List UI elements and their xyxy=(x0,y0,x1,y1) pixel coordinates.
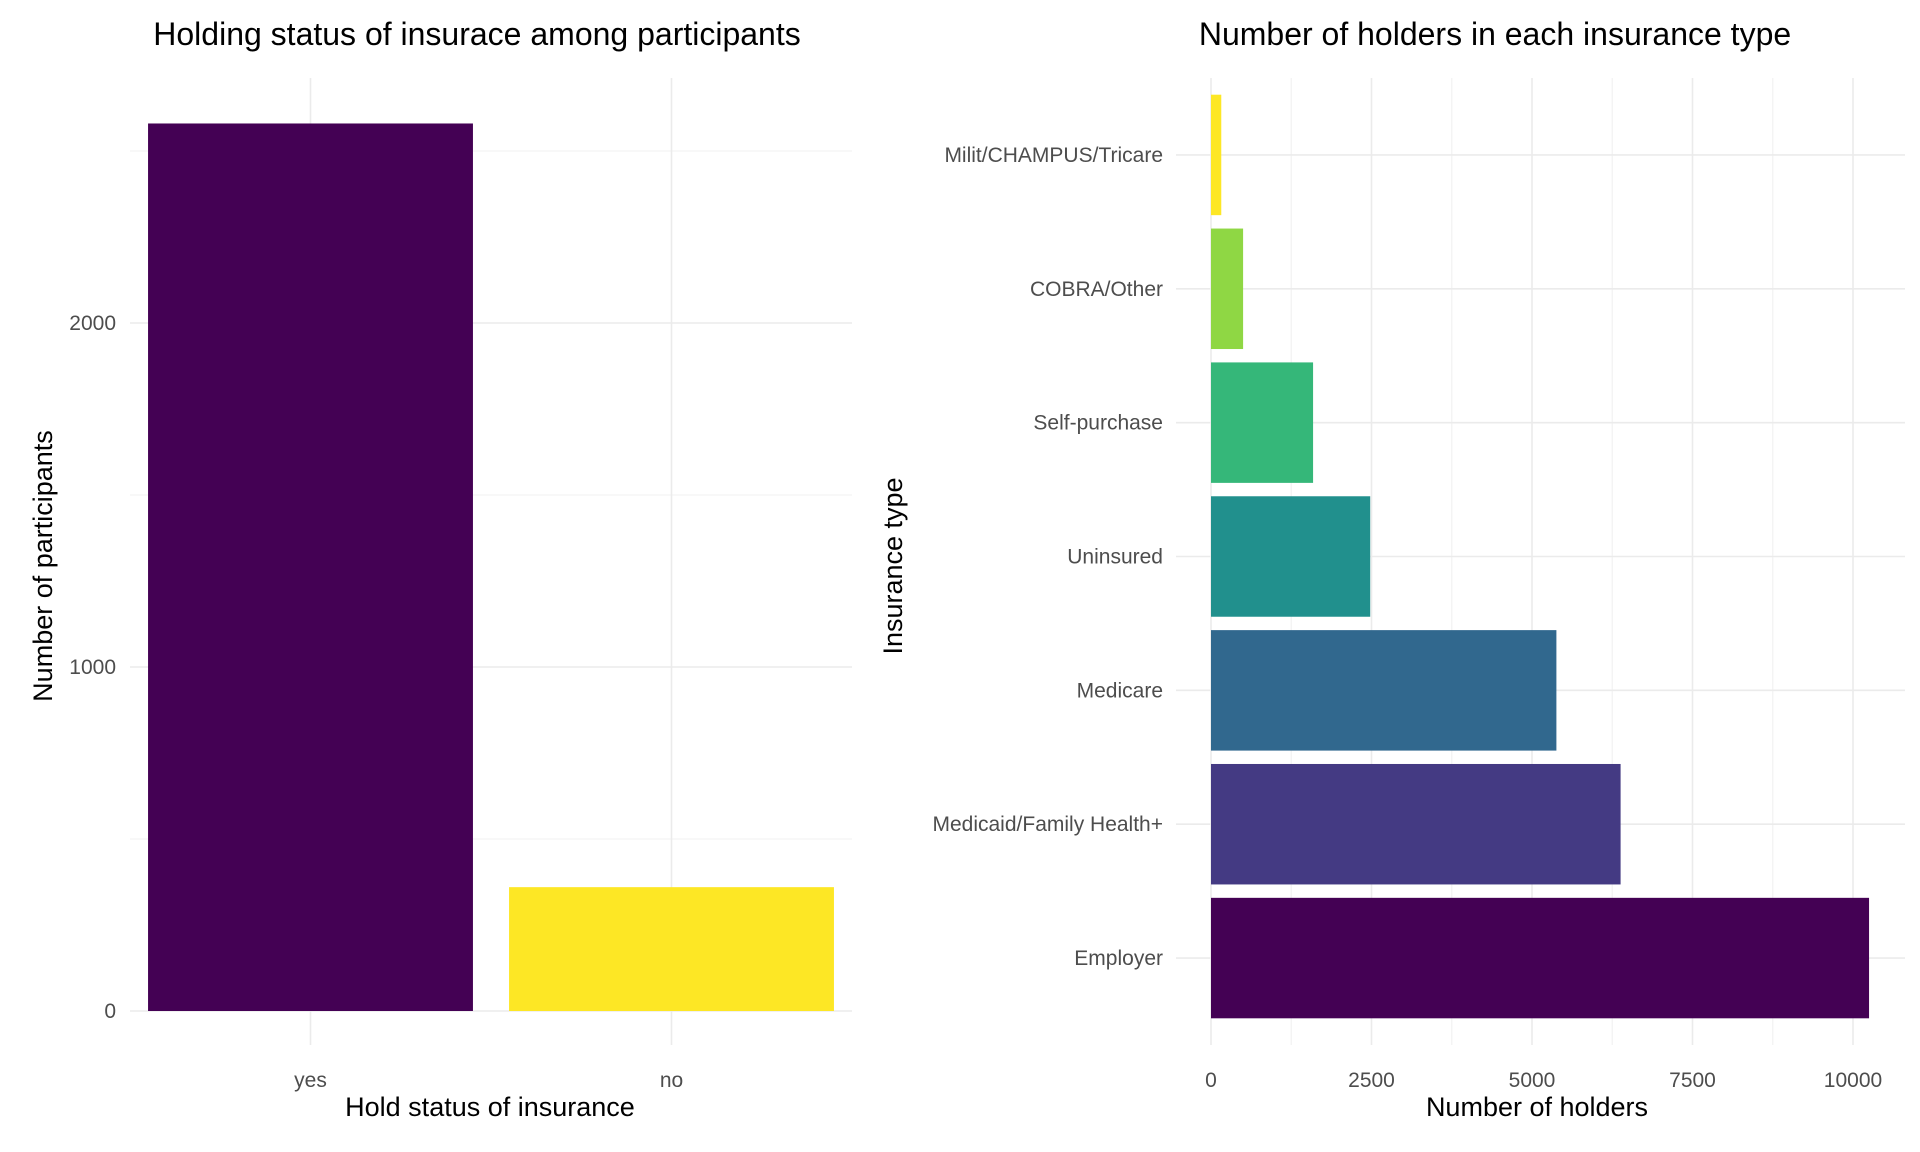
insurance-type-bar-chart: Employer Medicaid/Family Health+ Medicare U… xyxy=(878,16,1905,1122)
insurance-type-y-axis-title: Insurance type xyxy=(878,477,908,654)
participants-x-tick-label: yes xyxy=(294,1069,327,1092)
bar-medicare xyxy=(1211,630,1557,751)
participants-chart-title: Holding status of insurace among partici… xyxy=(153,16,800,52)
insurance-type-x-ticks: 0 2500 5000 7500 10000 xyxy=(1205,1069,1882,1092)
bar-cobra-other xyxy=(1211,228,1244,350)
participants-y-axis-title: Number of participants xyxy=(28,430,58,702)
participants-bar-chart: 0 1000 2000 yes no Holding status of insura… xyxy=(28,16,852,1122)
participants-y-tick-label: 2000 xyxy=(69,312,116,335)
bar-no xyxy=(509,887,834,1011)
insurance-type-bars xyxy=(1211,94,1870,1019)
insurance-type-y-tick-label: Medicaid/Family Health+ xyxy=(932,813,1163,836)
participants-x-ticks: yes no xyxy=(294,1069,683,1092)
insurance-type-y-tick-label: Milit/CHAMPUS/Tricare xyxy=(944,144,1163,167)
participants-bars xyxy=(148,123,834,1012)
participants-y-tick-label: 0 xyxy=(104,1000,116,1023)
insurance-type-y-tick-label: Medicare xyxy=(1077,679,1163,702)
insurance-type-chart-title: Number of holders in each insurance type xyxy=(1199,16,1791,52)
insurance-type-y-ticks: Employer Medicaid/Family Health+ Medicare U… xyxy=(932,144,1163,970)
insurance-type-x-tick-label: 10000 xyxy=(1824,1069,1882,1092)
insurance-type-y-tick-label: COBRA/Other xyxy=(1030,278,1163,301)
bar-milit-champus-tricare xyxy=(1211,94,1222,216)
bar-yes xyxy=(148,123,473,1012)
insurance-type-y-tick-label: Self-purchase xyxy=(1033,412,1163,435)
participants-y-ticks: 0 1000 2000 xyxy=(69,312,116,1023)
bar-medicaid-family-health xyxy=(1211,763,1621,885)
insurance-type-x-tick-label: 0 xyxy=(1205,1069,1217,1092)
insurance-type-x-tick-label: 2500 xyxy=(1348,1069,1395,1092)
bar-uninsured xyxy=(1211,496,1371,617)
insurance-type-y-tick-label: Employer xyxy=(1074,947,1163,970)
participants-y-tick-label: 1000 xyxy=(69,656,116,679)
participants-x-tick-label: no xyxy=(660,1069,683,1092)
insurance-type-x-tick-label: 5000 xyxy=(1509,1069,1556,1092)
insurance-type-y-tick-label: Uninsured xyxy=(1067,546,1163,569)
insurance-type-x-tick-label: 7500 xyxy=(1669,1069,1716,1092)
participants-x-axis-title: Hold status of insurance xyxy=(345,1092,635,1122)
insurance-type-x-axis-title: Number of holders xyxy=(1426,1092,1648,1122)
bar-self-purchase xyxy=(1211,362,1314,483)
bar-employer xyxy=(1211,897,1870,1019)
